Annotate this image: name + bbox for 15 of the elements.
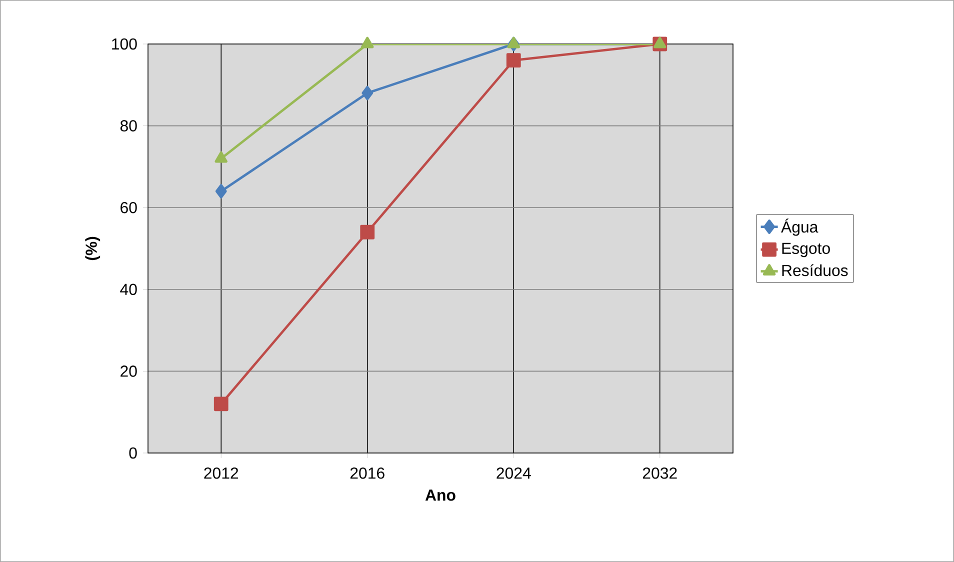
x-axis-title: Ano xyxy=(425,490,456,501)
legend-label: Resíduos xyxy=(782,264,848,276)
y-tick-label: 60 xyxy=(120,202,137,214)
y-axis-title: (%) xyxy=(85,236,100,260)
legend-label: Esgoto xyxy=(782,242,830,258)
y-tick-label: 100 xyxy=(112,38,137,50)
x-tick-label: 2032 xyxy=(642,468,677,479)
y-tick-label: 0 xyxy=(129,447,137,459)
y-tick-label: 40 xyxy=(120,284,137,296)
x-tick-label: 2012 xyxy=(204,468,238,479)
x-tick-label: 2024 xyxy=(496,468,531,479)
y-tick-label: 20 xyxy=(120,366,137,377)
x-tick-label: 2016 xyxy=(350,468,384,479)
legend-label: Água xyxy=(781,218,818,236)
y-tick-label: 80 xyxy=(120,120,137,132)
